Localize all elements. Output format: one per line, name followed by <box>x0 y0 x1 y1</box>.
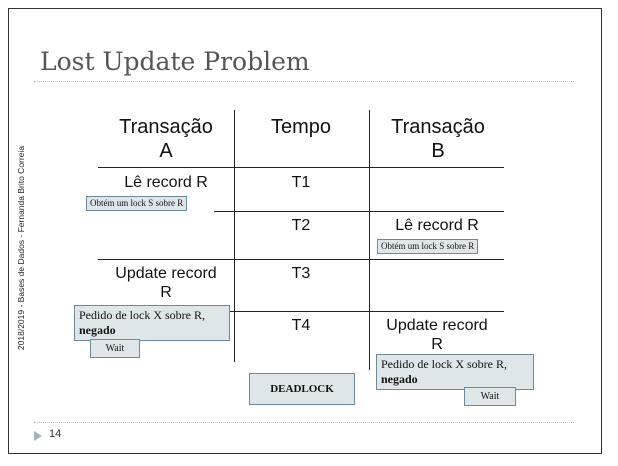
side-footer-text: 2018/2019 - Bases de Dados - Fernanda Br… <box>16 145 26 351</box>
table-column-divider-right <box>369 110 370 370</box>
table-column-divider-left <box>234 110 235 362</box>
transaction-a-lock-s-note: Obtém um lock S sobre R <box>86 196 188 211</box>
transaction-b-lock-x-request-note: Pedido de lock X sobre R, negado <box>376 354 534 390</box>
header-transaction-b: Transação B <box>378 115 498 163</box>
table-header-divider <box>98 167 504 168</box>
time-t4: T4 <box>291 317 311 334</box>
table-row-divider-t1 <box>214 211 504 212</box>
transaction-b-read-record: Lê record R <box>395 217 479 234</box>
table-row-divider-t2 <box>98 259 504 260</box>
page-number: 14 <box>49 428 62 440</box>
time-t2: T2 <box>291 217 311 234</box>
transaction-b-lock-x-request-text: Pedido de lock X sobre R, <box>381 357 507 371</box>
transaction-a-update-record: Update record R <box>100 264 232 302</box>
header-transaction-a-line1: Transação <box>119 116 213 138</box>
transaction-a-update-line1: Update record <box>115 265 217 282</box>
transaction-b-update-record: Update record R <box>372 316 502 354</box>
transaction-b-update-line1: Update record <box>386 317 488 334</box>
header-transaction-a: Transação A <box>106 115 226 163</box>
transaction-a-lock-denied-text: negado <box>79 323 116 337</box>
time-t1: T1 <box>291 174 311 191</box>
title-divider <box>34 81 574 82</box>
transaction-a-update-line2: R <box>160 284 172 301</box>
transaction-b-lock-s-note: Obtém um lock S sobre R <box>377 239 479 254</box>
slide-title: Lost Update Problem <box>40 47 310 76</box>
table-row-divider-t3 <box>226 311 504 312</box>
transaction-b-lock-denied-text: negado <box>381 372 418 386</box>
header-transaction-b-line2: B <box>431 140 445 162</box>
page-arrow-icon <box>34 431 42 441</box>
time-t3: T3 <box>291 265 311 282</box>
transaction-a-lock-x-request-text: Pedido de lock X sobre R, <box>79 308 205 322</box>
header-transaction-b-line1: Transação <box>391 116 485 138</box>
deadlock-label: DEADLOCK <box>249 373 355 405</box>
footer-divider <box>34 422 574 423</box>
transaction-a-read-record: Lê record R <box>124 174 208 191</box>
transaction-b-wait-badge: Wait <box>464 387 516 406</box>
header-time: Tempo <box>270 116 332 138</box>
transaction-b-update-line2: R <box>431 336 443 353</box>
transaction-a-wait-badge: Wait <box>90 339 140 358</box>
header-transaction-a-line2: A <box>159 140 173 162</box>
transaction-a-lock-x-request-note: Pedido de lock X sobre R, negado <box>74 305 230 341</box>
